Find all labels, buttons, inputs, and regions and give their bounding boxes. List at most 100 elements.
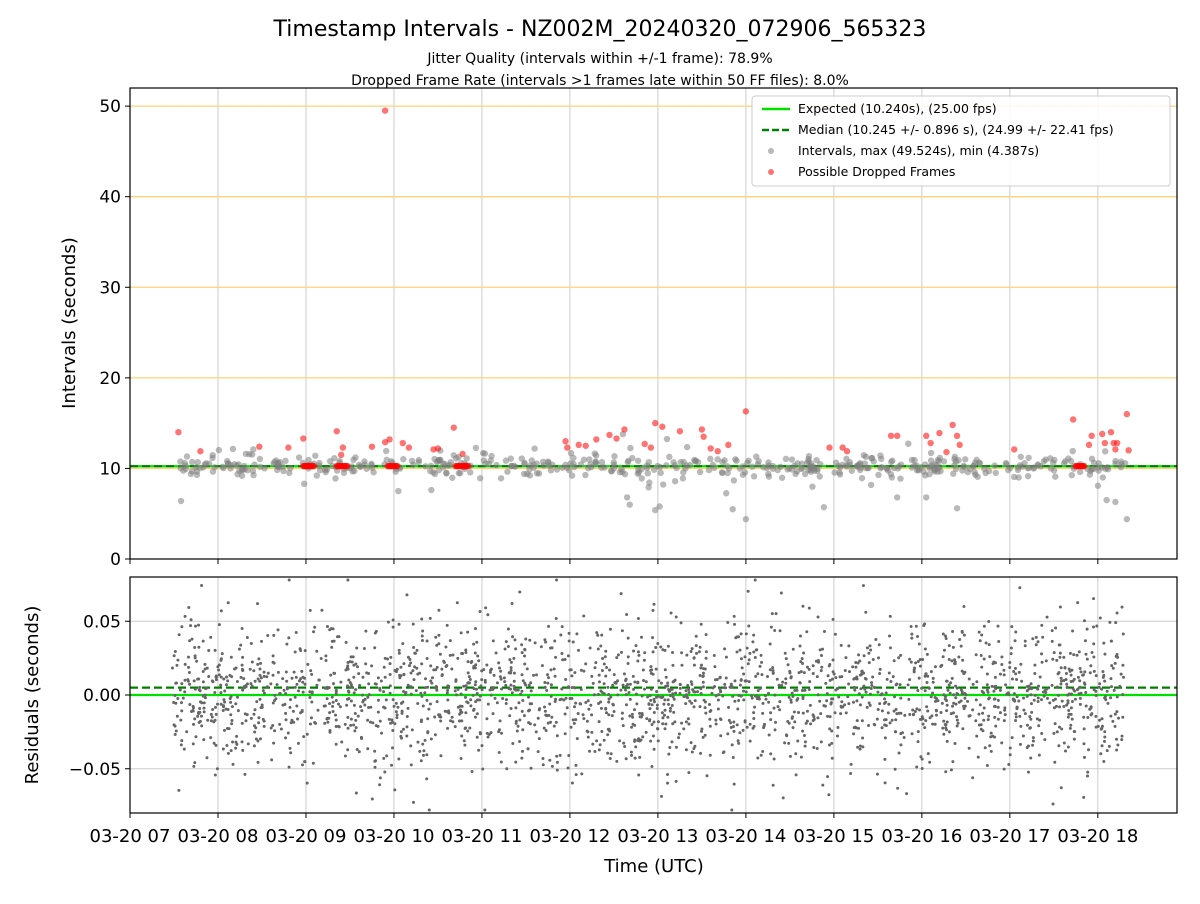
residual-point <box>954 696 957 699</box>
residual-point <box>772 672 775 675</box>
residual-point <box>228 674 231 677</box>
residual-point <box>628 714 631 717</box>
residual-point <box>173 694 176 697</box>
residual-point <box>1077 676 1080 679</box>
residual-point <box>476 712 479 715</box>
residual-point <box>1060 666 1063 669</box>
dropped-frame-point <box>1102 440 1108 446</box>
residual-point <box>608 669 611 672</box>
residual-point <box>1004 683 1007 686</box>
residual-point <box>218 623 221 626</box>
residual-point <box>1066 686 1069 689</box>
residual-point <box>407 656 410 659</box>
residual-point <box>850 763 853 766</box>
residual-point <box>524 683 527 686</box>
residual-point <box>426 717 429 720</box>
residual-point <box>812 672 815 675</box>
residual-point <box>555 755 558 758</box>
residual-point <box>598 748 601 751</box>
residual-point <box>353 729 356 732</box>
residual-point <box>276 683 279 686</box>
residual-point <box>363 703 366 706</box>
interval-point <box>1025 455 1031 461</box>
residual-point <box>521 750 524 753</box>
residual-point <box>744 679 747 682</box>
residual-point <box>829 715 832 718</box>
dropped-frame-point <box>334 428 340 434</box>
residual-point <box>591 743 594 746</box>
residual-point <box>350 655 353 658</box>
residual-point <box>656 642 659 645</box>
residual-point <box>881 726 884 729</box>
residual-point <box>991 685 994 688</box>
residual-point <box>511 635 514 638</box>
residual-point <box>769 711 772 714</box>
residual-point <box>294 696 297 699</box>
residual-point <box>587 736 590 739</box>
residual-point <box>1040 652 1043 655</box>
residual-point <box>517 725 520 728</box>
residual-point <box>402 673 405 676</box>
residual-point <box>1037 640 1040 643</box>
residual-point <box>760 673 763 676</box>
interval-point <box>656 503 662 509</box>
residual-point <box>1014 719 1017 722</box>
residual-point <box>730 726 733 729</box>
residual-point <box>1094 690 1097 693</box>
residual-point <box>1033 672 1036 675</box>
residual-point <box>769 643 772 646</box>
residual-point <box>732 756 735 759</box>
residual-point <box>990 750 993 753</box>
residual-point <box>203 707 206 710</box>
dropped-frame-point <box>613 435 619 441</box>
residual-point <box>617 653 620 656</box>
residual-point <box>197 624 200 627</box>
interval-point <box>749 464 755 470</box>
residual-point <box>977 756 980 759</box>
residual-point <box>353 704 356 707</box>
residual-point <box>984 746 987 749</box>
residual-point <box>994 725 997 728</box>
residual-point <box>339 681 342 684</box>
residual-point <box>1026 689 1029 692</box>
residual-point <box>377 711 380 714</box>
residual-point <box>604 675 607 678</box>
interval-point <box>618 466 624 472</box>
residual-point <box>375 724 378 727</box>
residual-point <box>614 682 617 685</box>
dropped-frame-point <box>1125 447 1131 453</box>
residual-point <box>668 746 671 749</box>
residual-point <box>1027 745 1030 748</box>
residual-point <box>1009 747 1012 750</box>
residual-point <box>293 671 296 674</box>
residual-point <box>546 714 549 717</box>
residual-point <box>346 664 349 667</box>
residual-point <box>754 695 757 698</box>
residual-point <box>518 740 521 743</box>
residual-point <box>1046 616 1049 619</box>
residual-point <box>702 685 705 688</box>
residual-point <box>981 712 984 715</box>
residual-point <box>284 736 287 739</box>
residual-point <box>521 710 524 713</box>
residual-point <box>301 681 304 684</box>
residual-point <box>444 646 447 649</box>
dropped-frame-point <box>465 463 471 469</box>
residual-point <box>449 639 452 642</box>
interval-point <box>1118 458 1124 464</box>
residual-point <box>347 727 350 730</box>
residual-point <box>303 760 306 763</box>
interval-point <box>905 440 911 446</box>
interval-point <box>1015 464 1021 470</box>
residual-point <box>582 670 585 673</box>
residual-point <box>652 698 655 701</box>
residual-point <box>422 749 425 752</box>
residual-point <box>653 700 656 703</box>
residual-point <box>436 666 439 669</box>
residual-point <box>782 796 785 799</box>
residual-point <box>631 716 634 719</box>
residual-point <box>1115 710 1118 713</box>
residual-point <box>202 670 205 673</box>
residual-point <box>1110 685 1113 688</box>
